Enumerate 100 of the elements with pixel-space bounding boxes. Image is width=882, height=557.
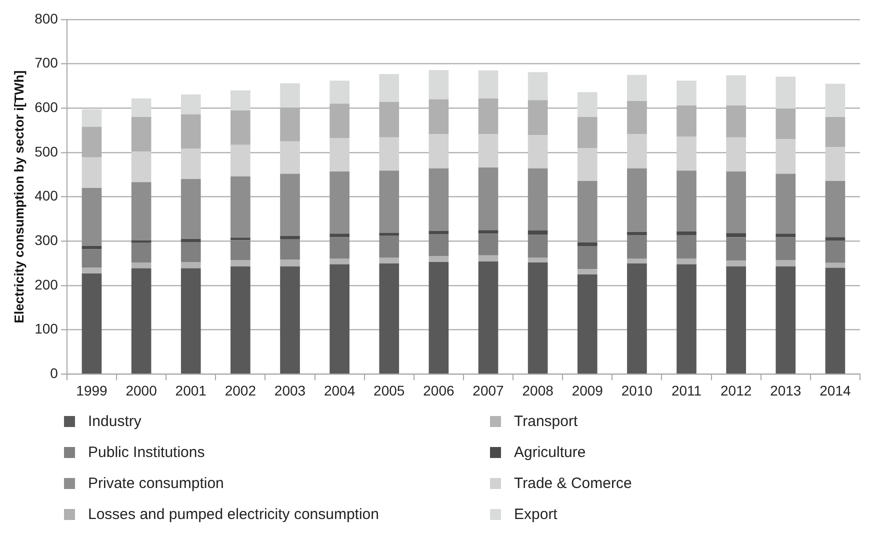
bar xyxy=(131,262,152,268)
bar xyxy=(428,234,449,256)
x-tick-label: 2004 xyxy=(324,382,356,398)
bar xyxy=(825,116,846,148)
bar xyxy=(726,75,746,106)
legend-label: Losses and pumped electricity consumption xyxy=(88,506,379,523)
bar xyxy=(428,70,449,100)
bar xyxy=(825,237,846,241)
bar xyxy=(280,266,300,374)
bar xyxy=(230,238,250,240)
x-tick-label: 2001 xyxy=(175,382,207,398)
bar xyxy=(676,258,696,264)
bar xyxy=(330,80,350,104)
legend-label: Public Institutions xyxy=(88,444,205,461)
bar xyxy=(379,232,400,236)
bar xyxy=(230,144,250,176)
y-tick-label: 300 xyxy=(34,232,58,248)
bar xyxy=(726,137,746,172)
bar xyxy=(726,237,746,261)
bar xyxy=(825,84,846,117)
bar xyxy=(577,180,598,242)
x-tick-label: 2011 xyxy=(671,382,702,398)
bar xyxy=(528,262,548,374)
y-tick-label: 700 xyxy=(34,54,58,71)
bar xyxy=(82,109,102,127)
x-tick-label: 2003 xyxy=(274,382,306,398)
bar xyxy=(330,172,350,234)
bar xyxy=(379,263,400,374)
bar xyxy=(428,256,449,262)
bar xyxy=(676,234,696,258)
bar xyxy=(776,174,796,234)
bar xyxy=(627,74,647,102)
bar xyxy=(180,148,201,180)
bar xyxy=(379,74,400,102)
bar xyxy=(330,234,350,238)
x-tick-label: 2005 xyxy=(374,382,405,398)
y-axis-title: Electricity consumption by sector i[TWh] xyxy=(11,70,26,324)
bar xyxy=(330,264,350,374)
bar xyxy=(627,258,647,264)
bar xyxy=(280,174,300,236)
bar xyxy=(627,232,647,235)
x-tick-label: 2009 xyxy=(572,382,604,398)
bar xyxy=(627,234,647,258)
bar xyxy=(180,268,201,374)
bar xyxy=(478,255,498,262)
bar xyxy=(726,260,746,266)
bar xyxy=(330,237,350,258)
bar xyxy=(528,168,548,231)
bar xyxy=(379,236,400,258)
x-tick-label: 2010 xyxy=(621,382,653,398)
bar xyxy=(726,233,746,238)
bar xyxy=(280,239,300,260)
y-tick-label: 400 xyxy=(34,188,58,204)
bar xyxy=(676,136,696,171)
y-tick-label: 100 xyxy=(34,320,58,337)
bar xyxy=(82,249,102,268)
bar xyxy=(82,188,102,246)
y-tick-label: 200 xyxy=(34,276,58,292)
bar xyxy=(478,134,498,168)
legend-label: Export xyxy=(514,506,558,523)
bar xyxy=(280,260,300,266)
x-tick-label: 1999 xyxy=(76,382,108,398)
bar xyxy=(428,134,449,168)
bar xyxy=(131,182,152,240)
bar xyxy=(230,90,250,110)
x-tick-label: 2014 xyxy=(820,382,851,398)
bar xyxy=(627,168,647,232)
bar xyxy=(726,172,746,234)
bar xyxy=(180,242,201,262)
bar xyxy=(478,262,498,374)
bar xyxy=(577,274,598,374)
bar xyxy=(528,135,548,168)
bar xyxy=(825,147,846,181)
bar xyxy=(230,260,250,266)
legend-label: Industry xyxy=(88,413,142,430)
bar xyxy=(131,98,152,117)
x-tick-label: 2002 xyxy=(224,382,256,398)
x-tick-label: 2006 xyxy=(423,382,454,398)
bar xyxy=(82,274,102,374)
legend-label: Trade & Comerce xyxy=(514,475,632,492)
bar xyxy=(428,230,449,234)
bar xyxy=(577,148,598,181)
bar xyxy=(776,139,796,174)
bar xyxy=(627,134,647,168)
x-tick-label: 2007 xyxy=(472,382,504,398)
bar xyxy=(280,141,300,174)
bar xyxy=(428,262,449,374)
bar xyxy=(776,234,796,238)
bar xyxy=(528,72,548,100)
bar xyxy=(180,114,201,148)
bar xyxy=(230,266,250,374)
bar xyxy=(131,152,152,182)
bar xyxy=(230,240,250,260)
bar xyxy=(230,176,250,238)
y-tick-label: 800 xyxy=(34,10,58,26)
bar xyxy=(577,246,598,270)
bar xyxy=(825,268,846,374)
bar xyxy=(577,269,598,274)
bar xyxy=(180,262,201,268)
bar xyxy=(577,242,598,246)
